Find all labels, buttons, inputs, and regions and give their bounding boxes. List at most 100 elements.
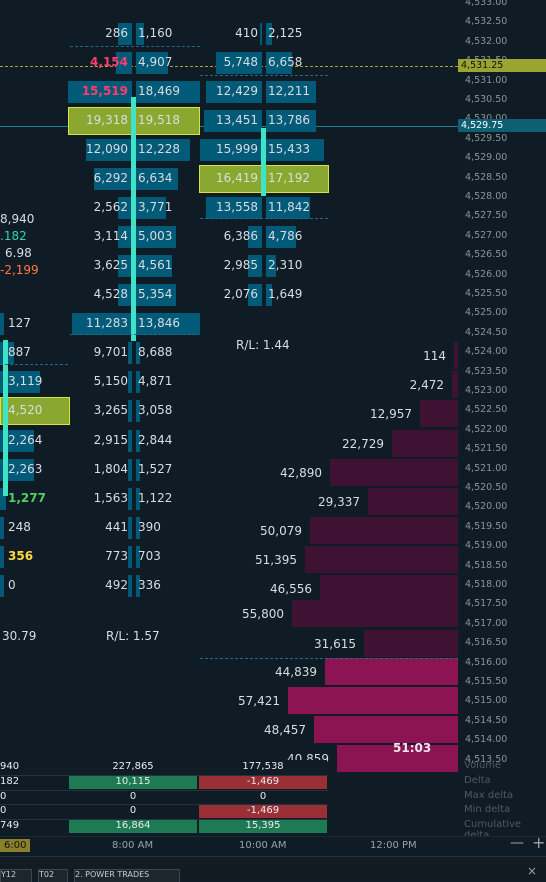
profile-value: 57,421 (238, 694, 280, 708)
bid-value: 15,519 (81, 84, 128, 98)
ask-value: 2,844 (138, 433, 173, 447)
footprint-row: 16,419 17,192 (0, 165, 458, 193)
bid-volume-bar (206, 197, 262, 219)
bid-value: 441 (105, 520, 128, 534)
time-label-1: 8:00 AM (112, 840, 154, 851)
price-tick: 4,520.00 (465, 501, 508, 513)
ask-volume-bar (266, 226, 296, 248)
bid-value: 286 (105, 26, 128, 40)
price-tick: 4,525.50 (465, 288, 508, 299)
footprint-row: 3,265 3,058 (0, 400, 458, 424)
ask-volume-bar (0, 575, 4, 597)
bid-volume-bar (118, 23, 132, 45)
tab-3[interactable]: 2. POWER TRADES (74, 869, 180, 882)
footprint-row: 773 703 (0, 546, 458, 570)
ask-volume-bar (266, 110, 316, 132)
bid-value: 4,528 (93, 287, 128, 301)
table-divider (0, 804, 328, 805)
table-cell-col2: 10,115 (69, 775, 197, 789)
price-tick: 4,520.50 (465, 482, 508, 493)
footprint-row: 4,154 4,907 (0, 52, 458, 76)
bid-volume-bar (128, 488, 132, 510)
ask-value: 1,160 (138, 26, 173, 40)
ask-value: 4,520 (8, 403, 43, 417)
close-icon[interactable]: × (527, 864, 538, 878)
footprint-row: 5,150 4,871 (0, 371, 458, 395)
time-axis[interactable]: 6:00 8:00 AM 10:00 AM 12:00 PM — + (0, 833, 546, 862)
profile-bar (288, 687, 458, 714)
ask-volume-bar (0, 546, 4, 568)
bid-volume-bar (248, 255, 262, 277)
ask-volume-bar (136, 342, 140, 364)
bid-value: 16,419 (216, 171, 258, 185)
footprint-row: 5,748 6,658 (0, 52, 458, 76)
profile-row: 22,729 (0, 430, 458, 457)
ask-volume-bar (136, 575, 140, 597)
ask-volume-bar (266, 23, 272, 45)
zoom-in-icon[interactable]: + (532, 833, 546, 852)
zoom-out-icon[interactable]: — (510, 835, 524, 851)
ask-value: 19,518 (138, 113, 180, 127)
bid-volume-bar (128, 371, 132, 393)
footprint-row: 12,090 12,228 (0, 139, 458, 163)
footprint-row: 9,701 8,688 (0, 342, 458, 366)
ask-value: 3,771 (138, 200, 173, 214)
profile-value: 114 (423, 349, 446, 363)
ask-value: 5,003 (138, 229, 173, 243)
ask-volume-bar (136, 197, 166, 219)
session-timer: 51:03 (393, 741, 432, 755)
footprint-row: 4,520 (0, 397, 70, 425)
footprint-row: 2,076 1,649 (0, 284, 458, 308)
ask-volume-bar (136, 255, 172, 277)
footprint-row: 356 (0, 546, 70, 570)
price-tick: 4,524.00 (465, 346, 508, 358)
tab-1[interactable]: Y12 (0, 869, 32, 882)
profile-value: 31,615 (314, 637, 356, 651)
col1-stat: -2,199 (0, 263, 39, 277)
footprint-row: 12,429 12,211 (0, 81, 458, 105)
bid-volume-bar (128, 400, 132, 422)
ask-volume-bar (136, 430, 140, 452)
profile-row: 12,957 (0, 400, 458, 427)
profile-bar (392, 430, 458, 457)
price-tick: 4,513.50 (465, 753, 508, 765)
bid-value: 2,562 (93, 200, 128, 214)
bid-volume-bar (68, 81, 132, 103)
bid-value: 3,265 (93, 403, 128, 417)
table-cell-col3: 15,395 (199, 819, 327, 833)
footprint-row: 441 390 (0, 517, 458, 541)
ask-volume-bar (136, 52, 168, 74)
ask-value: 1,277 (8, 491, 46, 505)
footprint-row: 13,451 13,786 (0, 110, 458, 134)
profile-value: 2,472 (409, 378, 444, 392)
bid-volume-bar (260, 23, 262, 45)
table-cell-col1: 0 (0, 804, 68, 818)
table-cell-col1: 0 (0, 790, 68, 804)
profile-bar (314, 716, 458, 743)
price-tick: 4,525.00 (465, 307, 508, 319)
price-tick: 4,521.00 (465, 462, 508, 474)
poc-box (0, 397, 70, 425)
bid-value: 3,114 (93, 229, 128, 243)
ask-volume-bar (266, 197, 310, 219)
price-tick: 4,529.00 (465, 152, 508, 164)
bid-value: 9,701 (93, 345, 128, 359)
ask-volume-bar (136, 546, 140, 568)
table-divider (0, 790, 328, 791)
ask-value: 5,354 (138, 287, 173, 301)
col1-stat: 6.98 (5, 246, 32, 260)
profile-value: 51,395 (255, 553, 297, 567)
profile-bar (368, 488, 458, 515)
price-tick: 4,522.00 (465, 423, 508, 435)
ask-value: 3,119 (8, 374, 43, 388)
ask-volume-bar (266, 284, 272, 306)
table-row-label: Max delta (464, 790, 514, 801)
profile-row: 50,079 (0, 517, 458, 544)
table-divider (0, 819, 328, 820)
profile-value: 42,890 (280, 466, 322, 480)
profile-bar (452, 371, 458, 398)
bid-volume-bar (128, 342, 132, 364)
bid-value: 5,748 (223, 55, 258, 69)
tab-2[interactable]: T02 (38, 869, 68, 882)
footprint-row: 410 2,125 (0, 23, 458, 47)
